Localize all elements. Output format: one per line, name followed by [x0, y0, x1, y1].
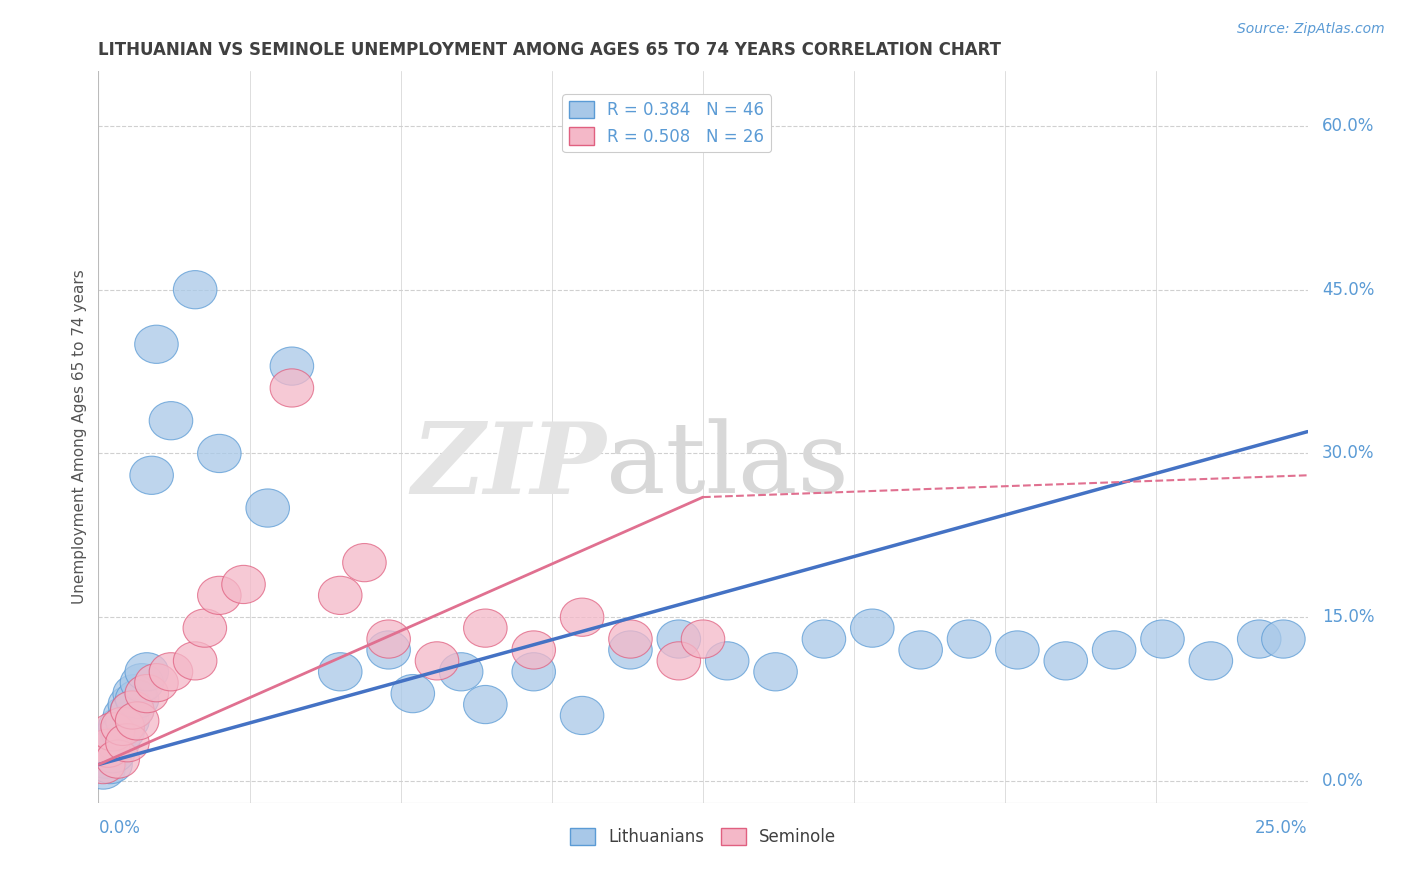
Ellipse shape [89, 746, 132, 784]
Ellipse shape [82, 746, 125, 784]
Ellipse shape [319, 576, 361, 615]
Ellipse shape [270, 369, 314, 407]
Text: Source: ZipAtlas.com: Source: ZipAtlas.com [1237, 22, 1385, 37]
Ellipse shape [561, 697, 603, 735]
Ellipse shape [101, 713, 145, 751]
Ellipse shape [98, 707, 142, 746]
Ellipse shape [1189, 641, 1233, 680]
Text: 0.0%: 0.0% [1322, 772, 1364, 790]
Ellipse shape [246, 489, 290, 527]
Text: LITHUANIAN VS SEMINOLE UNEMPLOYMENT AMONG AGES 65 TO 74 YEARS CORRELATION CHART: LITHUANIAN VS SEMINOLE UNEMPLOYMENT AMON… [98, 41, 1001, 59]
Ellipse shape [84, 740, 128, 778]
Ellipse shape [609, 620, 652, 658]
Ellipse shape [657, 641, 700, 680]
Ellipse shape [103, 697, 146, 735]
Ellipse shape [82, 751, 125, 789]
Ellipse shape [96, 723, 139, 762]
Ellipse shape [120, 664, 163, 702]
Ellipse shape [198, 434, 240, 473]
Ellipse shape [86, 729, 129, 767]
Ellipse shape [343, 543, 387, 582]
Ellipse shape [851, 609, 894, 648]
Ellipse shape [1092, 631, 1136, 669]
Ellipse shape [112, 674, 156, 713]
Ellipse shape [706, 641, 749, 680]
Ellipse shape [108, 685, 152, 723]
Ellipse shape [391, 674, 434, 713]
Ellipse shape [125, 674, 169, 713]
Ellipse shape [86, 729, 129, 767]
Ellipse shape [173, 270, 217, 309]
Ellipse shape [101, 707, 145, 746]
Ellipse shape [135, 664, 179, 702]
Text: 0.0%: 0.0% [98, 819, 141, 838]
Text: 60.0%: 60.0% [1322, 117, 1375, 135]
Ellipse shape [270, 347, 314, 385]
Ellipse shape [105, 723, 149, 762]
Ellipse shape [94, 718, 138, 756]
Ellipse shape [135, 326, 179, 363]
Text: 45.0%: 45.0% [1322, 281, 1375, 299]
Ellipse shape [609, 631, 652, 669]
Ellipse shape [415, 641, 458, 680]
Ellipse shape [464, 685, 508, 723]
Ellipse shape [198, 576, 240, 615]
Ellipse shape [149, 401, 193, 440]
Ellipse shape [1237, 620, 1281, 658]
Ellipse shape [125, 653, 169, 691]
Ellipse shape [319, 653, 361, 691]
Ellipse shape [1140, 620, 1184, 658]
Ellipse shape [657, 620, 700, 658]
Ellipse shape [754, 653, 797, 691]
Ellipse shape [561, 599, 603, 636]
Ellipse shape [111, 691, 155, 729]
Ellipse shape [91, 735, 135, 772]
Ellipse shape [367, 631, 411, 669]
Ellipse shape [149, 653, 193, 691]
Ellipse shape [91, 713, 135, 751]
Ellipse shape [222, 566, 266, 604]
Legend: Lithuanians, Seminole: Lithuanians, Seminole [564, 822, 842, 853]
Ellipse shape [512, 653, 555, 691]
Ellipse shape [1045, 641, 1087, 680]
Text: 30.0%: 30.0% [1322, 444, 1375, 462]
Ellipse shape [129, 456, 173, 494]
Ellipse shape [173, 641, 217, 680]
Text: atlas: atlas [606, 418, 849, 514]
Ellipse shape [512, 631, 555, 669]
Ellipse shape [682, 620, 724, 658]
Ellipse shape [464, 609, 508, 648]
Ellipse shape [948, 620, 991, 658]
Ellipse shape [105, 702, 149, 740]
Ellipse shape [96, 740, 139, 778]
Ellipse shape [183, 609, 226, 648]
Ellipse shape [898, 631, 942, 669]
Ellipse shape [995, 631, 1039, 669]
Ellipse shape [1261, 620, 1305, 658]
Text: ZIP: ZIP [412, 418, 606, 515]
Text: 15.0%: 15.0% [1322, 608, 1375, 626]
Ellipse shape [367, 620, 411, 658]
Ellipse shape [111, 691, 155, 729]
Ellipse shape [803, 620, 845, 658]
Ellipse shape [115, 702, 159, 740]
Ellipse shape [440, 653, 482, 691]
Ellipse shape [115, 680, 159, 718]
Text: 25.0%: 25.0% [1256, 819, 1308, 838]
Y-axis label: Unemployment Among Ages 65 to 74 years: Unemployment Among Ages 65 to 74 years [72, 269, 87, 605]
